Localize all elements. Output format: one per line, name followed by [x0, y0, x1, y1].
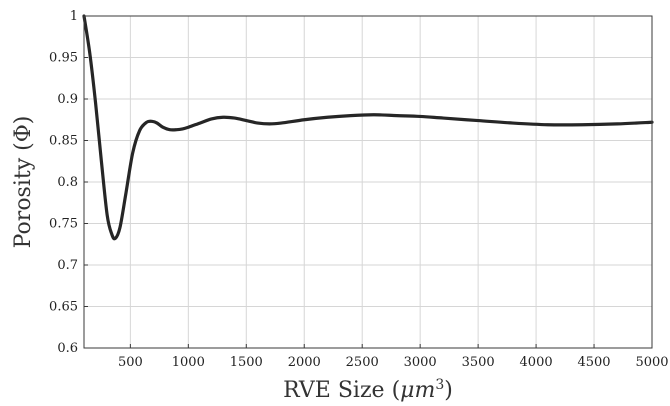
y-axis-label: Porosity (Φ) — [11, 116, 36, 249]
y-axis-ticks: 0.6 0.65 0.7 0.75 0.8 0.85 0.9 0.95 1 — [49, 9, 88, 356]
x-tick-label: 500 — [118, 355, 143, 370]
grid — [84, 15, 653, 349]
x-tick-label: 3000 — [404, 355, 437, 370]
y-tick-label: 0.85 — [49, 134, 78, 149]
x-axis-label: RVE Size (μm3) — [283, 377, 453, 403]
y-tick-label: 1 — [70, 9, 78, 24]
x-axis-label-close: ) — [444, 378, 453, 403]
y-tick-label: 0.65 — [49, 300, 78, 315]
y-tick-label: 0.6 — [57, 341, 78, 356]
y-tick-label: 0.95 — [49, 51, 78, 66]
y-tick-label: 0.8 — [57, 175, 78, 190]
y-tick-label: 0.7 — [57, 258, 78, 273]
porosity-series-line — [82, 14, 654, 241]
x-tick-label: 4500 — [577, 355, 610, 370]
y-tick-label: 0.75 — [49, 217, 78, 232]
x-axis-label-main: RVE Size ( — [283, 378, 400, 403]
series-group — [82, 14, 654, 241]
x-tick-label: 1500 — [230, 355, 263, 370]
x-tick-label: 2000 — [288, 355, 321, 370]
x-tick-label: 1000 — [172, 355, 205, 370]
x-tick-label: 5000 — [635, 355, 668, 370]
y-tick-label: 0.9 — [57, 92, 78, 107]
x-tick-label: 2500 — [346, 355, 379, 370]
x-tick-label: 4000 — [520, 355, 553, 370]
x-tick-label: 3500 — [462, 355, 495, 370]
x-axis-label-unit: μm — [400, 378, 435, 403]
x-axis-label-exponent: 3 — [435, 377, 444, 393]
x-axis-ticks: 500 1000 1500 2000 2500 3000 3500 4000 4500 5000 — [118, 344, 669, 370]
